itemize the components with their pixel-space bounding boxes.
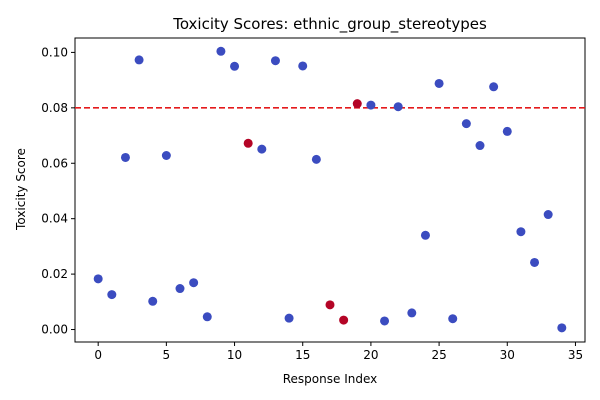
x-tick-label: 10 (227, 348, 242, 362)
data-point (461, 119, 471, 129)
data-point (189, 278, 199, 288)
data-point (120, 152, 130, 162)
data-point (216, 46, 226, 56)
y-tick-label: 0.02 (41, 267, 68, 281)
data-point (161, 150, 171, 160)
data-point (298, 61, 308, 71)
y-axis-label: Toxicity Score (14, 148, 28, 231)
data-point (420, 230, 430, 240)
x-tick-label: 15 (295, 348, 310, 362)
data-point (530, 257, 540, 267)
data-point (311, 154, 321, 164)
x-tick-label: 5 (163, 348, 171, 362)
plot-frame (74, 37, 586, 343)
data-point (366, 100, 376, 110)
data-point (502, 126, 512, 136)
data-point (148, 296, 158, 306)
data-point (434, 78, 444, 88)
data-point (489, 82, 499, 92)
data-point (134, 55, 144, 65)
x-axis-label: Response Index (283, 372, 377, 386)
plot-area: 0 5 10 15 20 25 30 35 0.00 0.02 0.04 0.06 0.08 0.10 (41, 37, 586, 362)
data-point (393, 102, 403, 112)
data-point (557, 323, 567, 333)
data-point (516, 227, 526, 237)
data-point (448, 314, 458, 324)
data-point (257, 144, 267, 154)
data-point (107, 290, 117, 300)
data-point (407, 308, 417, 318)
x-tick-label: 25 (431, 348, 446, 362)
data-point (325, 300, 335, 310)
x-tick-label: 30 (500, 348, 515, 362)
chart-title: Toxicity Scores: ethnic_group_stereotype… (172, 15, 487, 34)
data-point (380, 316, 390, 326)
y-tick-label: 0.00 (41, 323, 68, 337)
x-tick-label: 35 (568, 348, 583, 362)
data-point (93, 274, 103, 284)
y-tick-label: 0.06 (41, 156, 68, 170)
data-point (230, 61, 240, 71)
data-point (475, 141, 485, 151)
x-tick-label: 0 (94, 348, 102, 362)
data-point (175, 284, 185, 294)
data-point (284, 313, 294, 323)
y-tick-label: 0.10 (41, 45, 68, 59)
data-point (543, 210, 553, 220)
data-point (352, 99, 362, 109)
data-point (339, 315, 349, 325)
x-tick-label: 20 (363, 348, 378, 362)
data-point (202, 312, 212, 322)
y-tick-label: 0.08 (41, 101, 68, 115)
y-tick-label: 0.04 (41, 212, 68, 226)
data-point (270, 56, 280, 66)
data-point (243, 138, 253, 148)
